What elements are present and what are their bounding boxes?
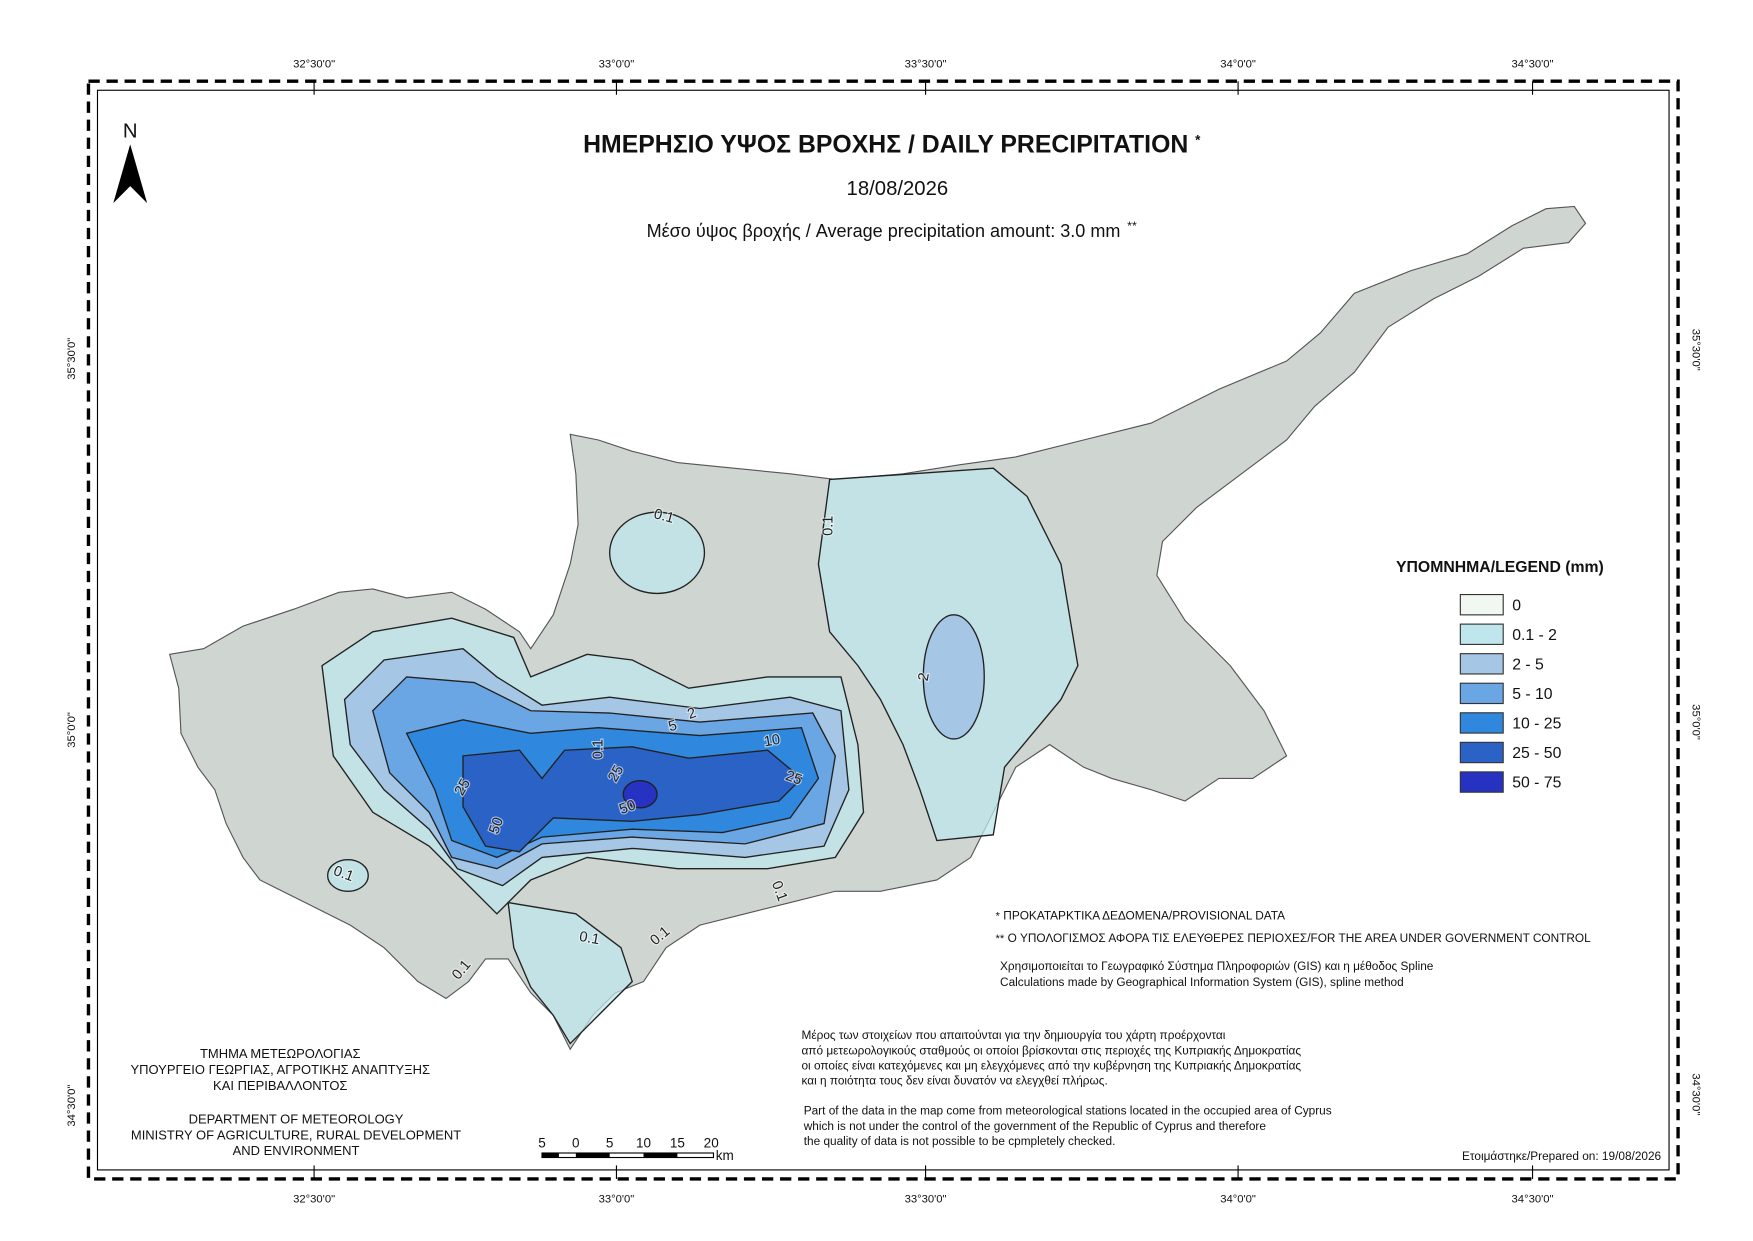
note: ** Ο ΥΠΟΛΟΓΙΣΜΟΣ ΑΦΟΡΑ ΤΙΣ ΕΛΕΥΘΕΡΕΣ ΠΕΡΙ… xyxy=(996,931,1592,945)
contour-label: 25 xyxy=(783,768,804,789)
disclaimer-gr: και η ποιότητα τους δεν είναι δυνατόν να… xyxy=(801,1074,1107,1088)
coord-label: 34°30'0" xyxy=(66,1085,78,1127)
coord-label: 32°30'0" xyxy=(293,59,335,71)
coord-label: 33°0'0" xyxy=(599,1194,635,1206)
legend-label: 50 - 75 xyxy=(1512,775,1561,792)
organization-gr: ΤΜΗΜΑ ΜΕΤΕΩΡΟΛΟΓΙΑΣ xyxy=(200,1046,361,1061)
contour-label: 0.1 xyxy=(578,929,601,948)
legend-swatch xyxy=(1459,593,1504,616)
scale-label: 0 xyxy=(572,1135,580,1150)
coord-label: 35°30'0" xyxy=(66,338,78,380)
coord-label: 34°30'0" xyxy=(1512,59,1554,71)
legend-title: ΥΠΟΜΝΗΜΑ/LEGEND (mm) xyxy=(1396,559,1604,576)
organization-en: DEPARTMENT OF METEOROLOGY xyxy=(189,1112,404,1127)
note-mark: * xyxy=(996,910,1001,922)
disclaimer-en: which is not under the control of the go… xyxy=(803,1119,1267,1133)
coord-label: 34°30'0" xyxy=(1512,1194,1554,1206)
disclaimer-gr: Μέρος των στοιχείων που απαιτούνται για … xyxy=(801,1028,1225,1042)
contour-label: 10 xyxy=(763,732,782,751)
disclaimer-en: Part of the data in the map come from me… xyxy=(804,1104,1332,1118)
date: 18/08/2026 xyxy=(847,178,949,200)
coord-label: 33°30'0" xyxy=(905,1194,947,1206)
organization-gr: ΚΑΙ ΠΕΡΙΒΑΛΛΟΝΤΟΣ xyxy=(213,1078,347,1093)
legend-label: 5 - 10 xyxy=(1512,686,1553,703)
organization-en: MINISTRY OF AGRICULTURE, RURAL DEVELOPME… xyxy=(131,1127,461,1142)
zone-0.1-2 xyxy=(507,901,634,1045)
scale-label: 15 xyxy=(670,1135,685,1150)
zone-50-75 xyxy=(622,780,658,809)
coord-label: 33°30'0" xyxy=(905,59,947,71)
coord-label: 32°30'0" xyxy=(293,1194,335,1206)
scale-label: 5 xyxy=(606,1135,614,1150)
legend-swatch xyxy=(1459,741,1504,764)
inner-frame xyxy=(96,89,1670,1171)
coord-label: 35°0'0" xyxy=(1690,704,1702,740)
map-frame xyxy=(86,79,1680,1181)
contour-label: 0.1 xyxy=(820,516,836,536)
legend-label: 10 - 25 xyxy=(1512,716,1561,733)
method-line: Calculations made by Geographical Inform… xyxy=(1000,975,1404,989)
legend-swatch xyxy=(1459,653,1504,675)
organization-gr: ΥΠΟΥΡΓΕΙΟ ΓΕΩΡΓΙΑΣ, ΑΓΡΟΤΙΚΗΣ ΑΝΑΠΤΥΞΗΣ xyxy=(130,1062,430,1077)
title: ΗΜΕΡΗΣΙΟ ΥΨΟΣ ΒΡΟΧΗΣ / DAILY PRECIPITATI… xyxy=(583,131,1201,158)
legend-swatch xyxy=(1459,623,1504,645)
zone-0.1-2 xyxy=(609,511,706,595)
scale-label: 5 xyxy=(538,1135,546,1150)
title-text: ΗΜΕΡΗΣΙΟ ΥΨΟΣ ΒΡΟΧΗΣ / DAILY PRECIPITATI… xyxy=(583,131,1188,158)
legend-label: 0.1 - 2 xyxy=(1512,627,1557,644)
legend-swatch xyxy=(1459,682,1504,705)
coord-label: 35°30'0" xyxy=(1690,329,1702,371)
scale-unit: km xyxy=(716,1148,734,1163)
note-mark: ** xyxy=(996,933,1005,945)
legend-label: 2 - 5 xyxy=(1512,656,1544,673)
disclaimer-gr: οι οποίες είναι κατεχόμενες και μη ελεγχ… xyxy=(801,1059,1301,1073)
subtitle-text: Μέσο ύψος βροχής / Average precipitation… xyxy=(647,221,1121,241)
prepared-date: Ετοιμάστηκε/Prepared on: 19/08/2026 xyxy=(1462,1149,1662,1163)
disclaimer-gr: από μετεωρολογικούς σταθμούς οι οποίοι β… xyxy=(801,1043,1301,1057)
contour-label: 50 xyxy=(617,797,638,818)
contour-label: 0.1 xyxy=(590,739,606,759)
scale-bar xyxy=(541,1152,715,1159)
scale-label: 10 xyxy=(636,1135,651,1150)
legend-swatch xyxy=(1459,771,1504,793)
north-label: N xyxy=(123,121,138,143)
precip-zones xyxy=(321,467,1079,1045)
north-arrow xyxy=(113,144,148,204)
zone-2-5 xyxy=(922,614,985,740)
disclaimer-en: the quality of data is not possible to b… xyxy=(804,1134,1116,1148)
note-text: ΠΡΟΚΑΤΑΡΚΤΙΚΑ ΔΕΔΟΜΕΝΑ/PROVISIONAL DATA xyxy=(1003,908,1285,922)
subtitle-mark: ** xyxy=(1127,219,1137,233)
note: * ΠΡΟΚΑΤΑΡΚΤΙΚΑ ΔΕΔΟΜΕΝΑ/PROVISIONAL DATA xyxy=(996,908,1286,922)
method-line: Χρησιμοποιείται το Γεωγραφικό Σύστημα Πλ… xyxy=(1000,959,1434,973)
legend-label: 25 - 50 xyxy=(1512,745,1561,762)
contour-label: 0.1 xyxy=(652,506,676,527)
coord-label: 33°0'0" xyxy=(599,59,635,71)
coord-label: 34°0'0" xyxy=(1220,1194,1256,1206)
coord-label: 35°0'0" xyxy=(66,712,78,748)
note-text: Ο ΥΠΟΛΟΓΙΣΜΟΣ ΑΦΟΡΑ ΤΙΣ ΕΛΕΥΘΕΡΕΣ ΠΕΡΙΟΧ… xyxy=(1008,931,1591,945)
coord-label: 34°30'0" xyxy=(1690,1073,1702,1115)
zone-0.1-2 xyxy=(326,858,369,892)
legend: 0 0.1 - 2 2 - 5 5 - 10 10 - 25 25 - 50 50 - 75 xyxy=(1459,593,1562,793)
title-mark: * xyxy=(1195,132,1201,147)
organization-en: AND ENVIRONMENT xyxy=(233,1143,360,1158)
legend-label: 0 xyxy=(1512,597,1521,614)
coord-label: 34°0'0" xyxy=(1220,59,1256,71)
generated: 32°30'0" 33°0'0" 33°30'0" 34°0'0" 34°30'0" 32… xyxy=(66,59,1702,1206)
contour-label: 50 xyxy=(486,815,507,836)
legend-swatch xyxy=(1459,712,1504,734)
scale-label: 20 xyxy=(704,1135,719,1150)
subtitle: Μέσο ύψος βροχής / Average precipitation… xyxy=(647,219,1137,241)
contour-label: 2 xyxy=(916,671,933,682)
